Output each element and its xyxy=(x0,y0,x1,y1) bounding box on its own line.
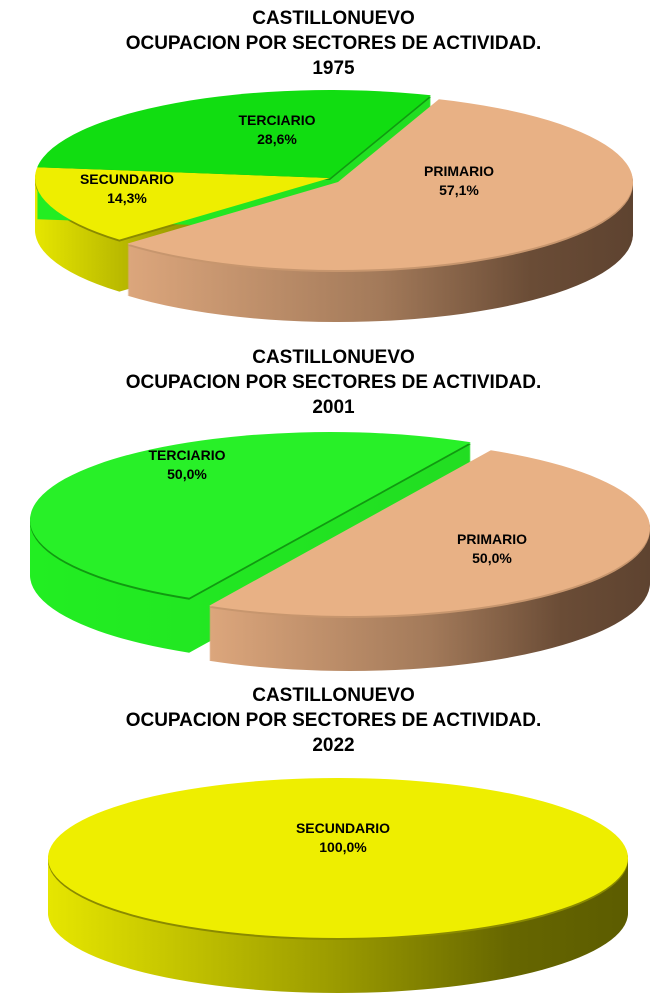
slice-label-value: 100,0% xyxy=(319,839,367,855)
chart-title-2022: CASTILLONUEVO OCUPACION POR SECTORES DE … xyxy=(0,683,667,758)
slice-label-value: 50,0% xyxy=(167,466,207,482)
slice-secundario xyxy=(34,167,330,240)
title-year: 2001 xyxy=(312,397,355,418)
title-line: CASTILLONUEVO xyxy=(252,347,415,368)
title-line: CASTILLONUEVO xyxy=(252,685,415,706)
slice-label-name: TERCIARIO xyxy=(149,447,226,463)
pie-chart-1: PRIMARIO 50,0% TERCIARIO 50,0% xyxy=(29,432,651,671)
slice-label-name: PRIMARIO xyxy=(457,531,527,547)
slice-label-value: 14,3% xyxy=(107,190,147,206)
slice-label-value: 50,0% xyxy=(472,550,512,566)
title-line: OCUPACION POR SECTORES DE ACTIVIDAD. xyxy=(125,33,542,54)
slice-label-name: SECUNDARIO xyxy=(296,820,390,836)
title-year: 2022 xyxy=(312,735,355,756)
pie-chart-0: PRIMARIO 57,1% SECUNDARIO 14,3% TERCIARIO 28,… xyxy=(34,90,633,322)
slice-primario xyxy=(127,99,633,270)
pie-chart-2: SECUNDARIO 100,0% xyxy=(48,778,628,993)
slice-label-value: 57,1% xyxy=(439,182,479,198)
slice-label-name: TERCIARIO xyxy=(239,112,316,128)
chart-title-2001: CASTILLONUEVO OCUPACION POR SECTORES DE … xyxy=(0,345,667,420)
slice-label-value: 28,6% xyxy=(257,131,297,147)
slice-primario xyxy=(209,450,651,616)
slice-terciario xyxy=(29,432,471,598)
slice-terciario xyxy=(37,90,431,178)
slice-label-name: SECUNDARIO xyxy=(80,171,174,187)
title-year: 1975 xyxy=(312,58,355,79)
slice-label-name: PRIMARIO xyxy=(424,163,494,179)
title-line: OCUPACION POR SECTORES DE ACTIVIDAD. xyxy=(125,372,542,393)
chart-title-1975: CASTILLONUEVO OCUPACION POR SECTORES DE … xyxy=(0,6,667,81)
title-line: CASTILLONUEVO xyxy=(252,8,415,29)
title-line: OCUPACION POR SECTORES DE ACTIVIDAD. xyxy=(125,710,542,731)
slice-secundario xyxy=(48,778,628,938)
